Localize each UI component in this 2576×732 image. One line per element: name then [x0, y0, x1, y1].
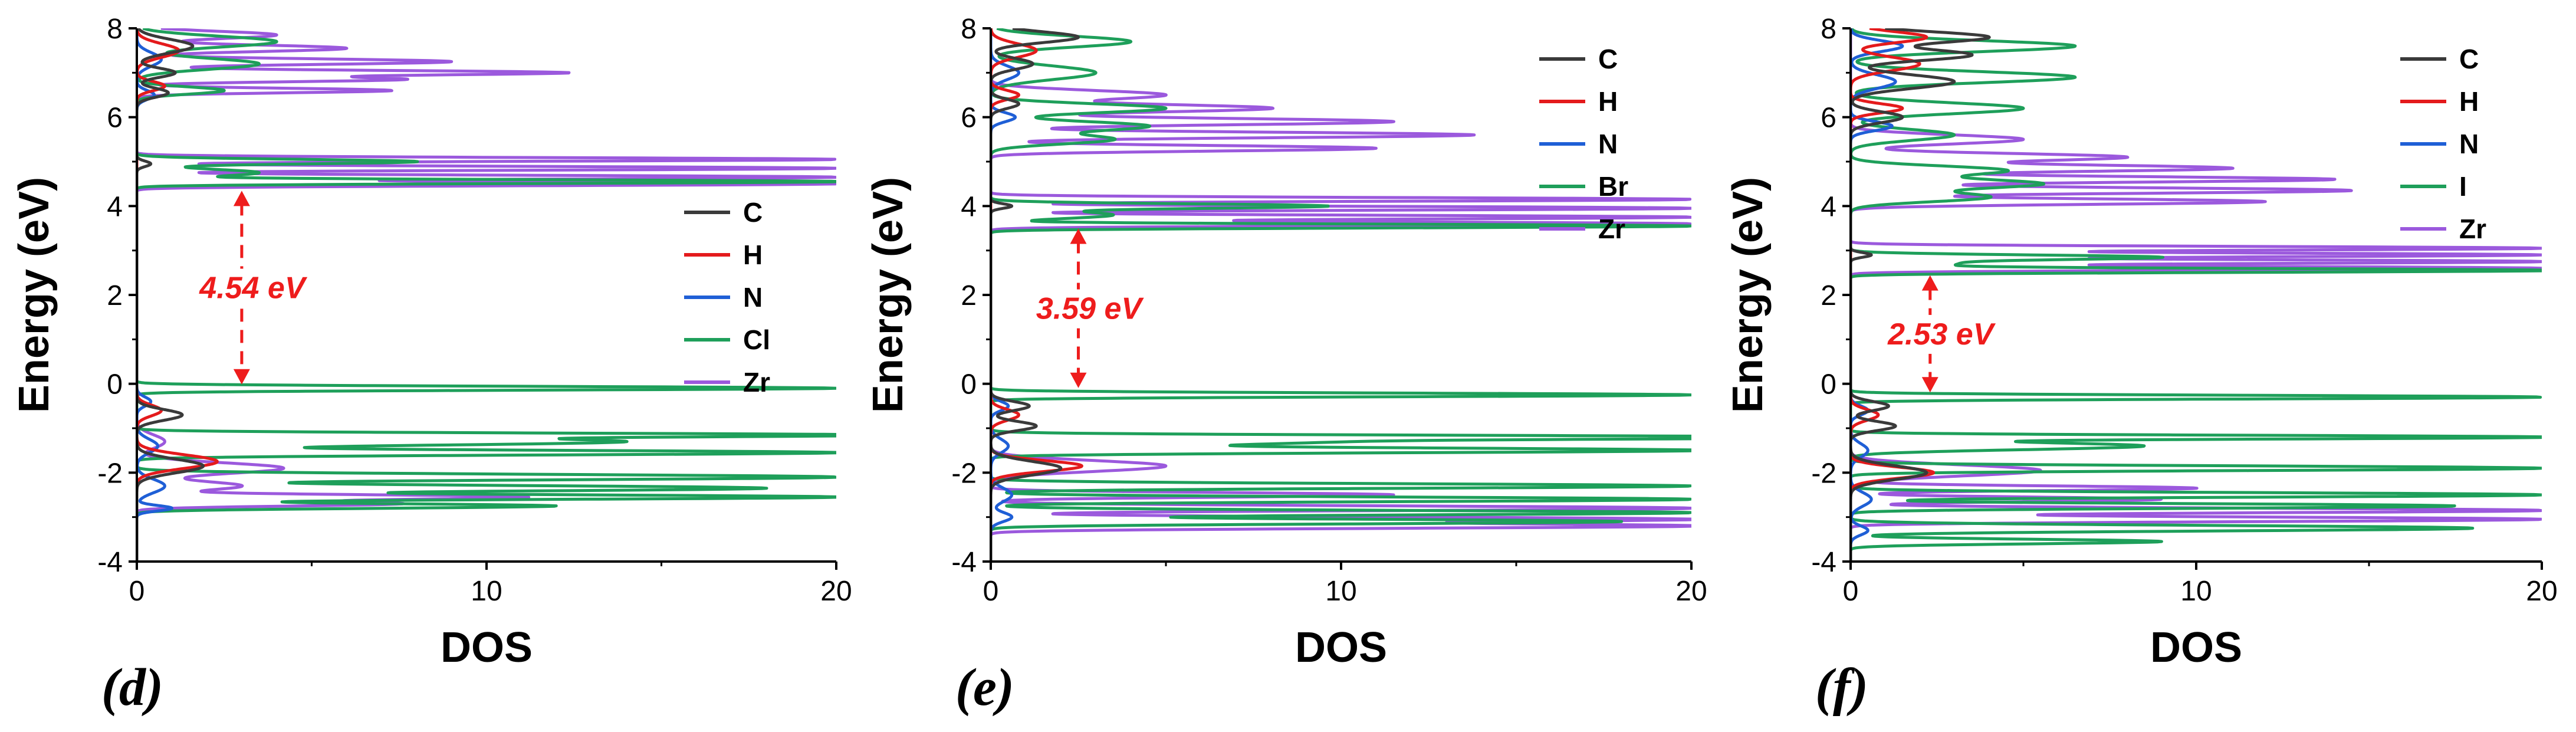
legend-label-H: H	[743, 239, 763, 270]
x-tick-label: 10	[2180, 576, 2212, 607]
panel-label: (d)	[101, 658, 163, 717]
legend-label-N: N	[743, 282, 763, 313]
band-gap-label: 3.59 eV	[1036, 292, 1145, 326]
x-tick-label: 10	[1325, 576, 1356, 607]
y-tick-label: 4	[107, 191, 123, 222]
y-tick-label: 2	[107, 280, 123, 311]
band-gap-arrowhead-up	[1070, 228, 1087, 244]
band-gap-label: 2.53 eV	[1887, 317, 1996, 352]
panel-e: -4 -2 0 2 4 6 8 0 10 20 DOS Energy (eV) (e) 3.59 eV CH…	[865, 14, 1707, 717]
series-line-I	[1851, 28, 2542, 562]
y-tick-label: 6	[107, 103, 123, 134]
y-tick-label: 4	[1821, 191, 1836, 222]
band-gap-arrowhead-up	[1921, 275, 1938, 291]
band-gap-label-bg	[1025, 289, 1155, 329]
legend-label-Zr: Zr	[2459, 214, 2486, 244]
legend-label-C: C	[2459, 44, 2479, 74]
legend-label-H: H	[1598, 86, 1618, 117]
panel-f: -4 -2 0 2 4 6 8 0 10 20 DOS Energy (eV) (f) 2.53 eV CH…	[1724, 14, 2558, 717]
legend-label-Cl: Cl	[743, 324, 770, 355]
x-axis-title: DOS	[1295, 624, 1387, 671]
y-tick-label: 8	[107, 14, 123, 45]
band-gap-arrowhead-up	[233, 191, 250, 206]
x-tick-label: 0	[129, 576, 145, 607]
y-tick-label: 6	[961, 103, 977, 134]
y-axis-title: Energy (eV)	[11, 177, 58, 413]
y-axis-title: Energy (eV)	[1724, 177, 1772, 413]
plot-area	[137, 28, 836, 562]
band-gap-arrowhead-down	[233, 369, 250, 385]
legend-label-C: C	[743, 197, 763, 228]
x-tick-label: 20	[820, 576, 852, 607]
panel-label: (e)	[955, 658, 1014, 717]
x-tick-label: 0	[1843, 576, 1859, 607]
plot-area	[1851, 28, 2542, 562]
y-tick-label: 0	[1821, 369, 1836, 401]
y-tick-label: 4	[961, 191, 977, 222]
x-axis-title: DOS	[2150, 624, 2242, 671]
series-line-C	[137, 28, 205, 562]
panel-d: -4 -2 0 2 4 6 8 0 10 20 DOS Energy (eV) (d) 4.54 eV CH…	[11, 14, 852, 717]
y-tick-label: 2	[961, 280, 977, 311]
series-line-H	[137, 28, 219, 562]
y-tick-label: -4	[97, 547, 123, 578]
series-line-Cl	[137, 28, 836, 562]
panel-label: (f)	[1815, 658, 1868, 717]
legend-label-I: I	[2459, 171, 2467, 202]
y-tick-label: 0	[961, 369, 977, 401]
legend-label-N: N	[1598, 129, 1618, 159]
x-tick-label: 20	[1675, 576, 1707, 607]
legend-label-Br: Br	[1598, 171, 1628, 202]
y-tick-label: -2	[97, 458, 123, 489]
y-tick-label: 8	[1821, 14, 1836, 45]
y-tick-label: 2	[1821, 280, 1836, 311]
y-tick-label: -4	[1811, 547, 1836, 578]
band-gap-arrowhead-down	[1921, 377, 1938, 393]
y-axis-title: Energy (eV)	[865, 177, 912, 413]
series-line-C	[1851, 28, 1991, 562]
legend-label-Zr: Zr	[743, 367, 770, 398]
y-tick-label: -2	[1811, 458, 1836, 489]
band-gap-label-bg	[1877, 314, 2007, 354]
band-gap-arrowhead-down	[1070, 372, 1087, 388]
legend-label-Zr: Zr	[1598, 214, 1625, 244]
legend-label-H: H	[2459, 86, 2479, 117]
y-tick-label: 0	[107, 369, 123, 401]
y-tick-label: 6	[1821, 103, 1836, 134]
x-axis-title: DOS	[441, 624, 533, 671]
series-line-H	[991, 28, 1083, 562]
band-gap-label-bg	[188, 268, 318, 308]
legend-label-N: N	[2459, 129, 2479, 159]
series-line-Zr	[991, 28, 1691, 562]
x-tick-label: 0	[983, 576, 999, 607]
x-tick-label: 10	[471, 576, 502, 607]
legend: CHN Cl Zr	[684, 197, 770, 398]
y-tick-label: 8	[961, 14, 977, 45]
band-gap-label: 4.54 eV	[199, 271, 308, 306]
series-line-N	[137, 28, 173, 562]
y-tick-label: -2	[951, 458, 977, 489]
series-line-Br	[991, 28, 1691, 562]
legend-label-C: C	[1598, 44, 1618, 74]
x-tick-label: 20	[2526, 576, 2557, 607]
y-tick-label: -4	[951, 547, 977, 578]
series-line-Zr	[1851, 28, 2542, 562]
legend: CHN Br Zr	[1539, 44, 1628, 244]
series-line-H	[1851, 28, 1936, 562]
